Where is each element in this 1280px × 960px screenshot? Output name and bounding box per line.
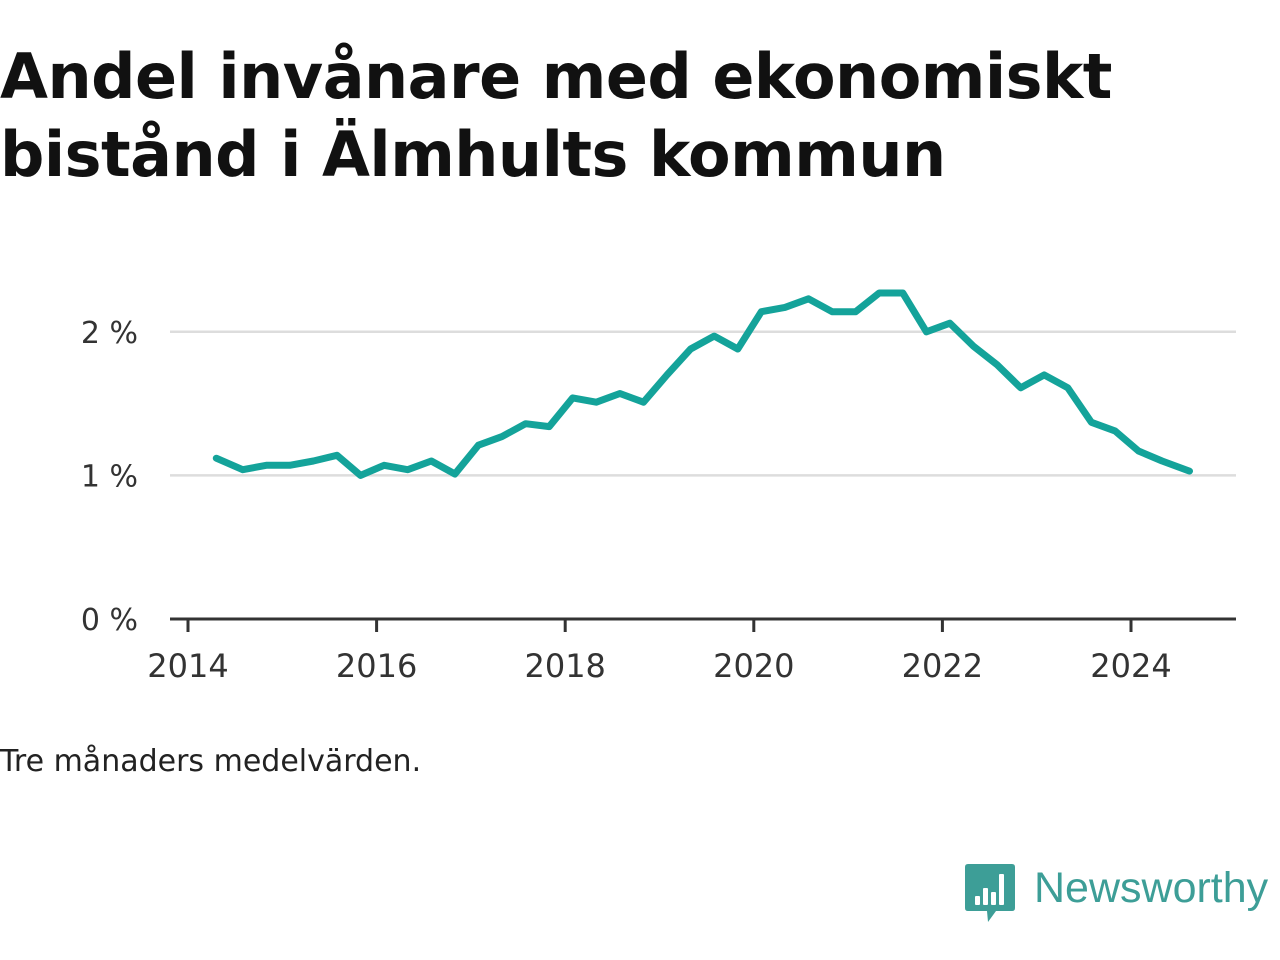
- y-axis-labels: 0 % 1 % 2 %: [81, 316, 138, 638]
- y-tick-label: 1 %: [81, 459, 138, 494]
- y-tick-label: 2 %: [81, 316, 138, 351]
- gridlines: [170, 330, 1236, 477]
- x-tick-label: 2014: [147, 647, 228, 685]
- x-axis-labels: 2014 2016 2018 2020 2022 2024: [147, 647, 1171, 685]
- series-line-0: [212, 289, 1193, 479]
- x-tick-label: 2022: [902, 647, 983, 685]
- chart-title: Andel invånare med ekonomiskt bistånd i …: [0, 40, 1112, 191]
- x-tick-label: 2016: [336, 647, 417, 685]
- x-axis: [170, 617, 1236, 632]
- series-layer: [212, 289, 1193, 479]
- line-chart: 0 % 1 % 2 % 2014 2016 2018 2020 2022 2024: [81, 289, 1236, 685]
- chat-bar-chart-icon: [964, 862, 1016, 928]
- brand-logo[interactable]: Newsworthy: [964, 862, 1268, 926]
- y-tick-label: 0 %: [81, 603, 138, 638]
- x-tick-label: 2024: [1090, 647, 1171, 685]
- x-tick-label: 2020: [713, 647, 794, 685]
- x-tick-label: 2018: [524, 647, 605, 685]
- brand-name: Newsworthy: [1034, 864, 1269, 912]
- chart-caption: Tre månaders medelvärden.: [0, 744, 422, 779]
